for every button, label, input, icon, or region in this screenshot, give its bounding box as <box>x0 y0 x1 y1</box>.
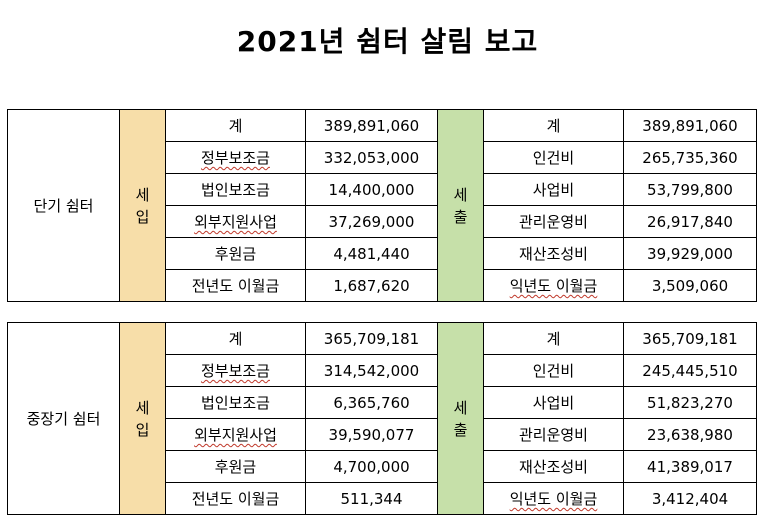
income-item: 전년도 이월금 <box>165 482 306 515</box>
table-row: 정부보조금 314,542,000 인건비 245,445,510 <box>8 354 757 387</box>
table-row: 외부지원사업 39,590,077 관리운영비 23,638,980 <box>8 418 757 451</box>
income-value: 14,400,000 <box>305 173 438 206</box>
expense-item-text: 익년도 이월금 <box>509 490 598 508</box>
income-item: 후원금 <box>165 450 306 483</box>
income-value: 1,687,620 <box>305 269 438 302</box>
table-row: 법인보조금 14,400,000 사업비 53,799,800 <box>8 173 757 206</box>
expense-item: 사업비 <box>483 173 624 206</box>
income-item-text: 외부지원사업 <box>194 213 277 231</box>
income-value: 6,365,760 <box>305 386 438 419</box>
table-row: 정부보조금 332,053,000 인건비 265,735,360 <box>8 141 757 174</box>
expense-value: 26,917,840 <box>623 205 757 238</box>
expense-item: 관리운영비 <box>483 418 624 451</box>
expense-value: 265,735,360 <box>623 141 757 174</box>
income-item: 정부보조금 <box>165 354 306 387</box>
expense-item: 인건비 <box>483 354 624 387</box>
income-value: 314,542,000 <box>305 354 438 387</box>
document-title: 2021년 쉼터 살림 보고 <box>236 25 539 58</box>
shelter-name: 중장기 쉼터 <box>7 322 120 515</box>
expense-item: 계 <box>483 109 624 142</box>
expense-item: 익년도 이월금 <box>483 482 624 515</box>
expense-item: 익년도 이월금 <box>483 269 624 302</box>
income-item-text: 정부보조금 <box>200 362 270 380</box>
expense-item: 사업비 <box>483 386 624 419</box>
expense-item: 계 <box>483 322 624 355</box>
table-row: 외부지원사업 37,269,000 관리운영비 26,917,840 <box>8 205 757 238</box>
expense-value: 53,799,800 <box>623 173 757 206</box>
income-item-text: 정부보조금 <box>200 149 270 167</box>
expense-value: 51,823,270 <box>623 386 757 419</box>
expense-value: 245,445,510 <box>623 354 757 387</box>
expense-item: 재산조성비 <box>483 450 624 483</box>
table-row: 전년도 이월금 1,687,620 익년도 이월금 3,509,060 <box>8 269 757 302</box>
income-value: 37,269,000 <box>305 205 438 238</box>
income-item: 계 <box>165 322 306 355</box>
income-value: 332,053,000 <box>305 141 438 174</box>
expense-value: 23,638,980 <box>623 418 757 451</box>
income-item: 계 <box>165 109 306 142</box>
table-row: 전년도 이월금 511,344 익년도 이월금 3,412,404 <box>8 482 757 515</box>
income-item: 전년도 이월금 <box>165 269 306 302</box>
expense-item: 관리운영비 <box>483 205 624 238</box>
expense-value: 3,412,404 <box>623 482 757 515</box>
income-item: 법인보조금 <box>165 386 306 419</box>
income-value: 4,481,440 <box>305 237 438 270</box>
income-item-text: 외부지원사업 <box>194 426 277 444</box>
table-row: 후원금 4,481,440 재산조성비 39,929,000 <box>8 237 757 270</box>
income-item: 외부지원사업 <box>165 205 306 238</box>
expense-value: 365,709,181 <box>623 322 757 355</box>
income-item: 법인보조금 <box>165 173 306 206</box>
expense-item: 재산조성비 <box>483 237 624 270</box>
income-value: 4,700,000 <box>305 450 438 483</box>
income-item: 후원금 <box>165 237 306 270</box>
expense-value: 3,509,060 <box>623 269 757 302</box>
shelter-name: 단기 쉼터 <box>7 109 120 302</box>
income-value: 511,344 <box>305 482 438 515</box>
income-value: 389,891,060 <box>305 109 438 142</box>
income-value: 365,709,181 <box>305 322 438 355</box>
expense-value: 41,389,017 <box>623 450 757 483</box>
expense-item-text: 익년도 이월금 <box>509 277 598 295</box>
income-item: 정부보조금 <box>165 141 306 174</box>
expense-value: 389,891,060 <box>623 109 757 142</box>
income-value: 39,590,077 <box>305 418 438 451</box>
expense-item: 인건비 <box>483 141 624 174</box>
income-item: 외부지원사업 <box>165 418 306 451</box>
table-row: 법인보조금 6,365,760 사업비 51,823,270 <box>8 386 757 419</box>
expense-value: 39,929,000 <box>623 237 757 270</box>
